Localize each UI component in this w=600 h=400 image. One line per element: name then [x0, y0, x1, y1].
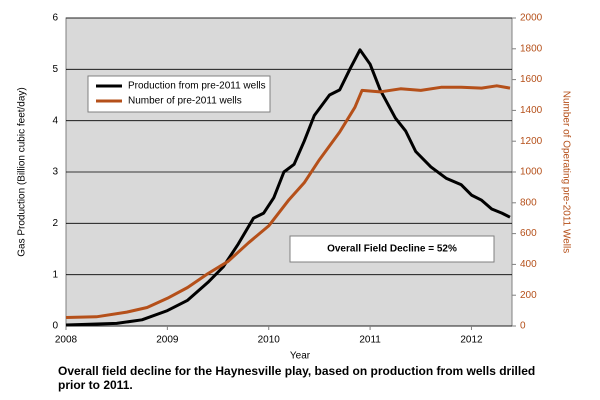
y2-tick-label: 1400: [520, 105, 543, 116]
series-line: [65, 48, 511, 327]
y-tick-label: 4: [52, 115, 58, 126]
legend-label: Number of pre-2011 wells: [128, 96, 242, 107]
y-axis-label: Gas Production (Billion cubic feet/day): [17, 87, 28, 257]
y2-tick-label: 600: [520, 228, 537, 239]
y2-axis-label: Number of Operating pre-2011 Wells: [560, 91, 571, 254]
legend: [87, 75, 271, 113]
y-tick-label: 2: [52, 218, 58, 229]
y2-tick-label: 200: [520, 290, 537, 301]
series-line: [65, 84, 511, 319]
y2-tick-label: 0: [520, 321, 526, 332]
x-tick-label: 2011: [359, 335, 381, 346]
y2-tick-label: 1600: [520, 74, 543, 85]
y2-tick-label: 800: [520, 197, 537, 208]
y2-tick-label: 1800: [520, 43, 543, 54]
y2-tick-label: 2000: [520, 13, 543, 24]
x-tick-label: 2010: [258, 335, 281, 346]
y-tick-label: 3: [52, 167, 58, 178]
y-tick-label: 6: [52, 13, 58, 24]
annotation: Overall Field Decline = 52%: [327, 244, 457, 255]
y-tick-label: 5: [52, 64, 58, 75]
x-tick-label: 2012: [460, 335, 483, 346]
legend-label: Production from pre-2011 wells: [128, 81, 266, 92]
y-tick-label: 1: [52, 269, 58, 280]
x-tick-label: 2008: [55, 335, 78, 346]
x-axis-label: Year: [290, 351, 311, 362]
y2-tick-label: 1200: [520, 136, 543, 147]
caption: Overall field decline for the Haynesvill…: [58, 364, 536, 392]
y2-tick-label: 400: [520, 259, 537, 270]
annotation-box: [289, 235, 495, 263]
y2-tick-label: 1000: [520, 167, 543, 178]
y-tick-label: 0: [52, 321, 58, 332]
x-tick-label: 2009: [156, 335, 179, 346]
